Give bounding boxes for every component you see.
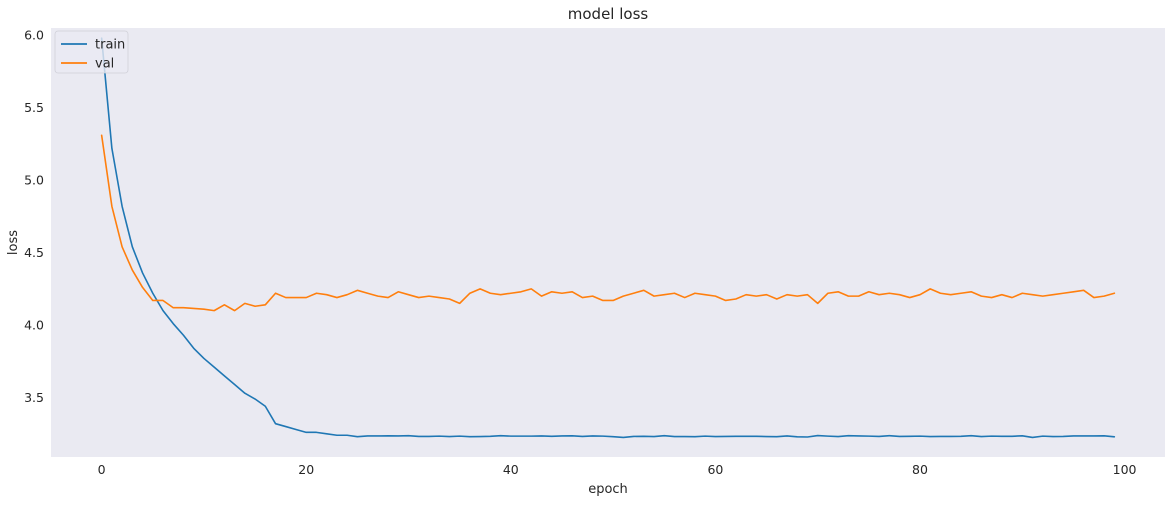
x-tick-label: 100: [1113, 462, 1137, 477]
plot-area: [51, 28, 1165, 457]
series-line-train: [100, 37, 1116, 439]
x-tick-label: 0: [98, 462, 106, 477]
legend-label-train: train: [95, 38, 125, 53]
x-tick-label: 40: [503, 462, 519, 477]
legend: train val: [54, 30, 129, 74]
x-tick-label: 60: [707, 462, 723, 477]
y-tick-label: 3.5: [24, 390, 44, 405]
y-tick-label: 5.5: [24, 100, 44, 115]
x-axis-label: epoch: [588, 482, 628, 497]
chart-title: model loss: [568, 5, 649, 23]
x-tick-label: 80: [912, 462, 928, 477]
axis-ticks: 0 20 40 60 80 100 3.5 4.0 4.5 5.0 5.5 6.0: [24, 28, 1136, 477]
y-axis-label: loss: [6, 230, 21, 255]
y-tick-label: 4.5: [24, 245, 44, 260]
y-tick-label: 6.0: [24, 28, 44, 43]
x-tick-label: 20: [298, 462, 314, 477]
legend-label-val: val: [95, 57, 114, 72]
y-tick-label: 5.0: [24, 173, 44, 188]
series-lines: [100, 37, 1116, 439]
series-line-val: [100, 134, 1116, 312]
y-tick-label: 4.0: [24, 318, 44, 333]
